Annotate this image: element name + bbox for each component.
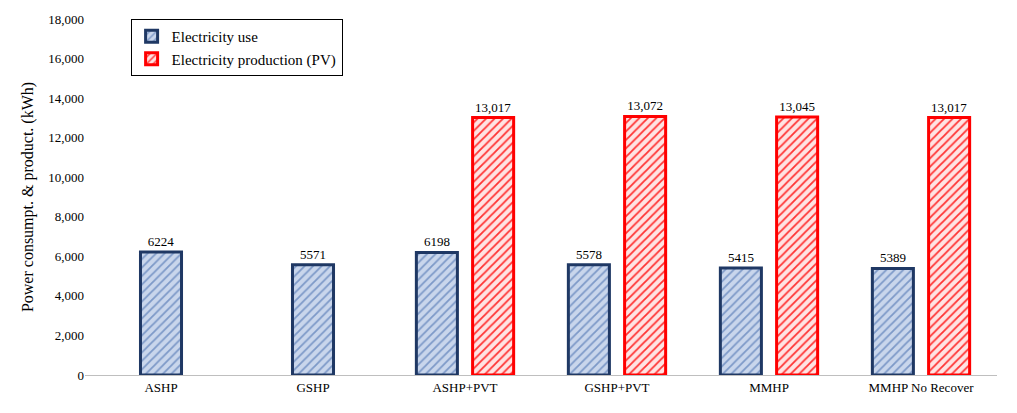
svg-text:Electricity production (PV): Electricity production (PV): [172, 52, 336, 69]
svg-text:GSHP: GSHP: [296, 380, 329, 395]
svg-text:16,000: 16,000: [48, 51, 84, 66]
svg-text:6,000: 6,000: [55, 249, 84, 264]
svg-text:8,000: 8,000: [55, 209, 84, 224]
svg-text:13,017: 13,017: [475, 100, 511, 115]
svg-text:4,000: 4,000: [55, 288, 84, 303]
svg-text:2,000: 2,000: [55, 328, 84, 343]
svg-text:ASHP: ASHP: [144, 380, 177, 395]
svg-text:6198: 6198: [424, 234, 450, 249]
svg-text:6224: 6224: [148, 234, 175, 249]
svg-text:5571: 5571: [300, 247, 326, 262]
svg-text:12,000: 12,000: [48, 130, 84, 145]
svg-text:Electricity use: Electricity use: [172, 29, 259, 45]
svg-text:13,045: 13,045: [779, 99, 815, 114]
svg-text:0: 0: [78, 368, 85, 383]
svg-text:13,072: 13,072: [627, 98, 663, 113]
svg-text:MMHP: MMHP: [749, 380, 789, 395]
svg-text:13,017: 13,017: [931, 100, 967, 115]
svg-text:5415: 5415: [728, 250, 754, 265]
svg-text:5389: 5389: [880, 250, 906, 265]
svg-text:5578: 5578: [576, 247, 602, 262]
svg-text:10,000: 10,000: [48, 170, 84, 185]
svg-text:MMHP No Recover: MMHP No Recover: [869, 380, 975, 395]
svg-text:14,000: 14,000: [48, 91, 84, 106]
svg-text:Power consumpt. & product. (kW: Power consumpt. & product. (kWh): [19, 82, 37, 312]
svg-text:GSHP+PVT: GSHP+PVT: [584, 380, 649, 395]
svg-text:ASHP+PVT: ASHP+PVT: [432, 380, 497, 395]
svg-text:18,000: 18,000: [48, 12, 84, 27]
